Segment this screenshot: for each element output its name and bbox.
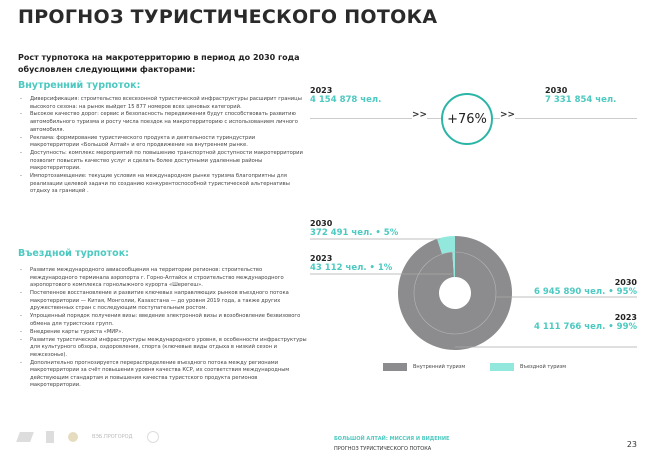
list-item: Высокое качество дорог: сервис и безопас… [18, 111, 303, 134]
ring-divider [413, 251, 497, 335]
list-item: Постепенное восстановление и развитие кл… [18, 290, 308, 313]
list-item: Развитие туристической инфраструктуры ме… [18, 337, 308, 360]
from-value: 4 154 878 чел. [310, 95, 382, 105]
label-2030-domestic: 6 945 890 чел. • 95% [533, 287, 637, 297]
footer-line2: ПРОГНОЗ ТУРИСТИЧЕСКОГО ПОТОКА [334, 446, 432, 452]
label-2023-inbound-year: 2023 [310, 254, 333, 263]
list-item: Доступность: комплекс мероприятий по пов… [18, 150, 303, 173]
list-item: Внедрение карты туриста «МИР». [18, 329, 308, 337]
slice-2023-domestic [413, 252, 496, 334]
label-2023-domestic: 4 111 766 чел. • 99% [533, 322, 637, 332]
inbound-heading: Въездной турпоток: [18, 248, 129, 259]
from-year: 2023 [310, 86, 333, 95]
to-value: 7 331 854 чел. [545, 95, 617, 105]
legend-domestic: Внутренний туризм [383, 363, 465, 371]
domestic-heading: Внутренний турпоток: [18, 80, 141, 91]
legend-inbound: Въездной туризм [490, 363, 566, 371]
veb-logo: ВЭБ.ПРОГОРОД [92, 434, 133, 440]
legend-label: Внутренний туризм [413, 364, 466, 370]
page-number: 23 [626, 440, 637, 449]
list-item: Диверсификация: строительство всесезонно… [18, 96, 303, 111]
logo-icon [16, 432, 34, 442]
legend-swatch [490, 363, 514, 371]
list-item: Развитие международного авиасообщения на… [18, 267, 308, 290]
domestic-list: Диверсификация: строительство всесезонно… [18, 96, 303, 196]
logo-icon [46, 431, 54, 443]
partner-logos: ВЭБ.ПРОГОРОД [16, 431, 159, 443]
arrow-icon: >> [500, 110, 516, 120]
label-2023-domestic-year: 2023 [614, 313, 637, 322]
footer-line1: БОЛЬШОЙ АЛТАЙ: МИССИЯ И ВИДЕНИЕ [334, 436, 450, 442]
label-2030-domestic-year: 2030 [614, 278, 637, 287]
legend-label: Въездной туризм [520, 364, 567, 370]
growth-percent: +76% [447, 111, 487, 127]
growth-percent-badge: +76% [441, 93, 493, 145]
page-title: ПРОГНОЗ ТУРИСТИЧЕСКОГО ПОТОКА [18, 6, 438, 28]
list-item: Дополнительно прогнозируется перераспред… [18, 360, 308, 390]
list-item: Импортозамещение: текущие условия на меж… [18, 173, 303, 196]
lead-text: Рост турпотока на макротерриторию в пери… [18, 53, 300, 74]
logo-icon [146, 431, 159, 443]
to-year: 2030 [545, 86, 568, 95]
label-2023-inbound: 43 112 чел. • 1% [310, 263, 393, 273]
list-item: Упрощенный порядок получения визы: введе… [18, 313, 308, 328]
label-2030-inbound-year: 2030 [310, 219, 333, 228]
slice-2023-inbound [452, 252, 455, 278]
list-item: Реклама: формирование туристического про… [18, 135, 303, 150]
arrow-icon: >> [412, 110, 428, 120]
inbound-list: Развитие международного авиасообщения на… [18, 267, 308, 390]
slice-2030-inbound [437, 236, 455, 255]
emblem-icon [68, 432, 78, 442]
label-2030-inbound: 372 491 чел. • 5% [310, 228, 399, 238]
legend-swatch [383, 363, 407, 371]
